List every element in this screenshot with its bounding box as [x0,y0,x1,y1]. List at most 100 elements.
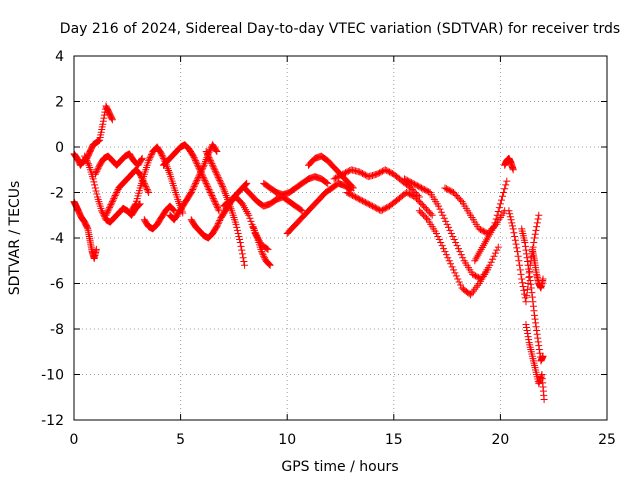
data-point [214,172,222,180]
data-point [188,187,196,195]
data-point [243,179,251,187]
data-point [215,207,223,215]
data-point [420,202,428,210]
data-point [240,258,248,266]
data-point [491,249,499,257]
data-point [450,236,458,244]
data-point [202,148,210,156]
data-point [522,320,530,328]
data-point [214,204,222,212]
data-point [518,275,526,283]
data-point [506,210,514,218]
data-point [501,185,509,193]
data-point [340,170,348,178]
data-point [437,208,445,216]
data-point [106,204,114,212]
data-point [212,146,220,154]
data-point [354,195,362,203]
data-point [518,279,526,287]
data-point [445,257,453,265]
data-point [192,179,200,187]
data-point [493,246,501,254]
data-point [235,232,243,240]
data-point [206,189,214,196]
data-point [452,272,460,280]
data-point [409,179,417,187]
data-point [491,219,499,227]
data-point [81,152,89,160]
grid-lines [74,56,607,420]
data-point [487,258,495,266]
data-point [515,257,523,265]
data-point [110,195,118,203]
data-point [527,280,535,288]
data-point [419,185,427,193]
data-point [532,226,540,234]
data-point [383,167,391,175]
data-point [337,171,345,179]
data-point [265,260,273,268]
data-point [357,169,365,177]
data-point [373,170,381,178]
data-point [189,184,197,192]
data-point [216,178,224,186]
data-point [442,185,450,193]
series-arc-z [518,225,547,365]
data-point [146,154,154,162]
data-point [169,205,177,213]
data-point [199,163,207,171]
data-point [532,323,540,331]
data-point [209,195,217,203]
data-point [474,273,482,281]
data-point [112,190,120,198]
data-point [201,176,209,184]
series-arc-o [260,173,332,199]
data-point [376,169,384,177]
data-point [210,196,218,204]
data-point [539,275,547,283]
data-point [417,208,425,216]
series-arc-s [343,189,436,219]
data-point [512,240,520,248]
data-point [160,154,168,162]
data-point [377,168,385,176]
data-point [486,261,494,269]
data-point [524,258,532,266]
y-tick-label: -8 [50,322,64,338]
data-point [211,198,219,206]
data-point [142,182,150,190]
data-point [444,254,452,262]
data-point [475,225,483,233]
series-arc-x [501,154,517,174]
data-point [484,266,492,274]
data-point [386,168,394,176]
data-point [324,179,332,187]
data-point [108,116,116,124]
data-point [209,161,217,169]
x-tick-labels: 0 5 10 15 20 25 [70,432,616,448]
data-point [521,239,529,247]
data-point [205,154,213,162]
data-point [189,152,197,160]
data-point [532,319,540,327]
data-point [159,153,167,161]
data-point [509,166,517,174]
data-point [204,151,212,159]
data-point [214,173,222,181]
data-point [432,229,440,237]
data-point [106,202,114,210]
data-point [387,169,395,177]
data-marks [70,102,548,404]
data-point [198,166,206,174]
data-point [418,210,426,218]
data-point [145,155,153,163]
data-point [523,250,531,258]
data-point [83,224,91,232]
data-point [442,251,450,259]
data-point [370,203,378,211]
data-point [521,242,529,250]
data-point [434,232,442,240]
data-point [344,167,352,175]
data-point [131,201,139,209]
data-point [213,202,221,210]
